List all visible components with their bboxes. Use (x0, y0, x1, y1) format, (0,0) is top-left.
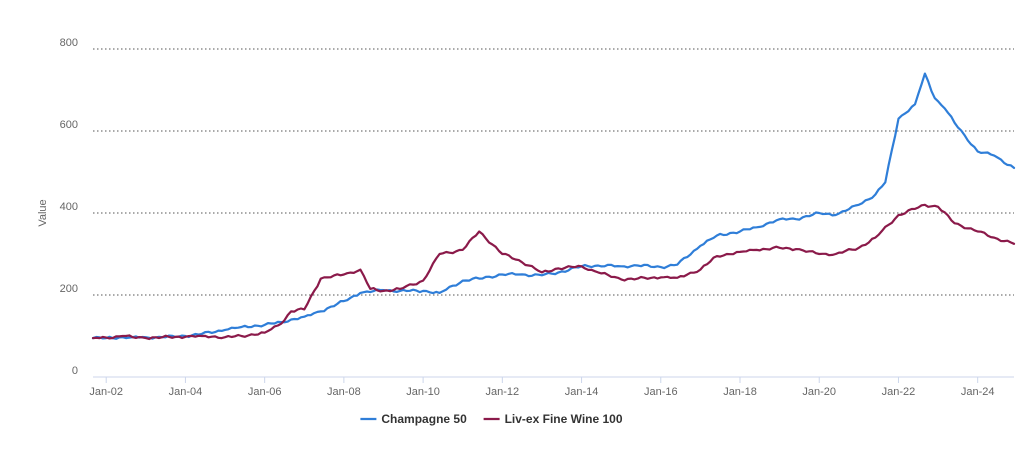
x-tick-label: Jan-16 (644, 386, 678, 398)
x-tick-label: Jan-24 (961, 386, 995, 398)
y-tick-label: 600 (60, 119, 78, 131)
legend[interactable]: Champagne 50 Liv-ex Fine Wine 100 (360, 412, 623, 426)
legend-label: Champagne 50 (381, 412, 467, 426)
legend-label: Liv-ex Fine Wine 100 (505, 412, 623, 426)
x-tick-label: Jan-20 (802, 386, 836, 398)
y-tick-label: 0 (72, 365, 78, 377)
y-tick-label: 400 (60, 201, 78, 213)
y-axis: 0 200 400 600 800 (60, 37, 78, 377)
y-axis-title: Value (37, 199, 49, 226)
series-line-champagne-50[interactable] (91, 72, 1016, 340)
x-tick-label: Jan-04 (169, 386, 203, 398)
x-tick-label: Jan-22 (882, 386, 916, 398)
gridlines (93, 48, 1014, 296)
x-tick-label: Jan-06 (248, 386, 282, 398)
y-tick-label: 800 (60, 37, 78, 49)
series-line-liv-ex-fine-wine-100[interactable] (91, 203, 1016, 341)
x-tick-label: Jan-02 (89, 386, 123, 398)
x-tick-label: Jan-08 (327, 386, 361, 398)
legend-item-liv-ex-fine-wine-100[interactable]: Liv-ex Fine Wine 100 (483, 412, 623, 426)
x-tick-label: Jan-10 (406, 386, 440, 398)
x-tick-label: Jan-12 (486, 386, 520, 398)
legend-item-champagne-50[interactable]: Champagne 50 (360, 412, 467, 426)
y-tick-label: 200 (60, 283, 78, 295)
x-tick-label: Jan-18 (723, 386, 757, 398)
series-lines (91, 72, 1016, 341)
x-tick-label: Jan-14 (565, 386, 599, 398)
x-axis: Jan-02 Jan-04 Jan-06 Jan-08 Jan-10 Jan-12 Jan-… (89, 376, 1014, 398)
